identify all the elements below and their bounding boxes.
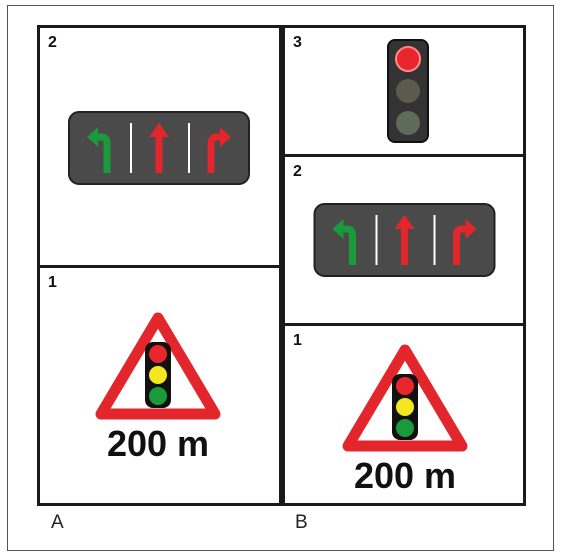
green-light-icon bbox=[396, 111, 420, 135]
straight-arrow-icon bbox=[149, 123, 169, 173]
distance-plate: 200 m bbox=[107, 423, 209, 464]
distance-plate: 200 m bbox=[354, 455, 456, 496]
panel-number: 1 bbox=[293, 332, 302, 349]
column-b-label: B bbox=[295, 512, 308, 533]
straight-arrow-icon bbox=[394, 215, 415, 265]
lane-arrows-sign bbox=[68, 111, 250, 185]
panel-number: 2 bbox=[293, 163, 302, 180]
distance-text: 200 m bbox=[107, 423, 209, 464]
green-light-icon bbox=[396, 419, 414, 437]
right-turn-arrow-icon bbox=[453, 219, 477, 265]
red-light-icon bbox=[395, 46, 421, 72]
amber-light-icon bbox=[396, 79, 420, 103]
distance-text: 200 m bbox=[354, 455, 456, 496]
traffic-light-warning-sign bbox=[95, 312, 221, 420]
traffic-light bbox=[387, 39, 429, 143]
yellow-light-icon bbox=[396, 398, 414, 416]
left-turn-arrow-icon bbox=[332, 219, 356, 265]
green-light-icon bbox=[149, 387, 167, 405]
panel-number: 1 bbox=[48, 274, 57, 291]
traffic-light-warning-sign bbox=[342, 344, 468, 452]
red-light-icon bbox=[149, 345, 167, 363]
column-a-label: A bbox=[51, 512, 64, 533]
lane-arrows-sign bbox=[313, 203, 496, 277]
panel-number: 3 bbox=[293, 34, 302, 51]
column-a-panel-1: 1 bbox=[37, 265, 282, 506]
panel-number: 2 bbox=[48, 34, 57, 51]
right-turn-arrow-icon bbox=[207, 127, 231, 173]
yellow-light-icon bbox=[149, 366, 167, 384]
left-turn-arrow-icon bbox=[87, 127, 111, 173]
red-light-icon bbox=[396, 377, 414, 395]
